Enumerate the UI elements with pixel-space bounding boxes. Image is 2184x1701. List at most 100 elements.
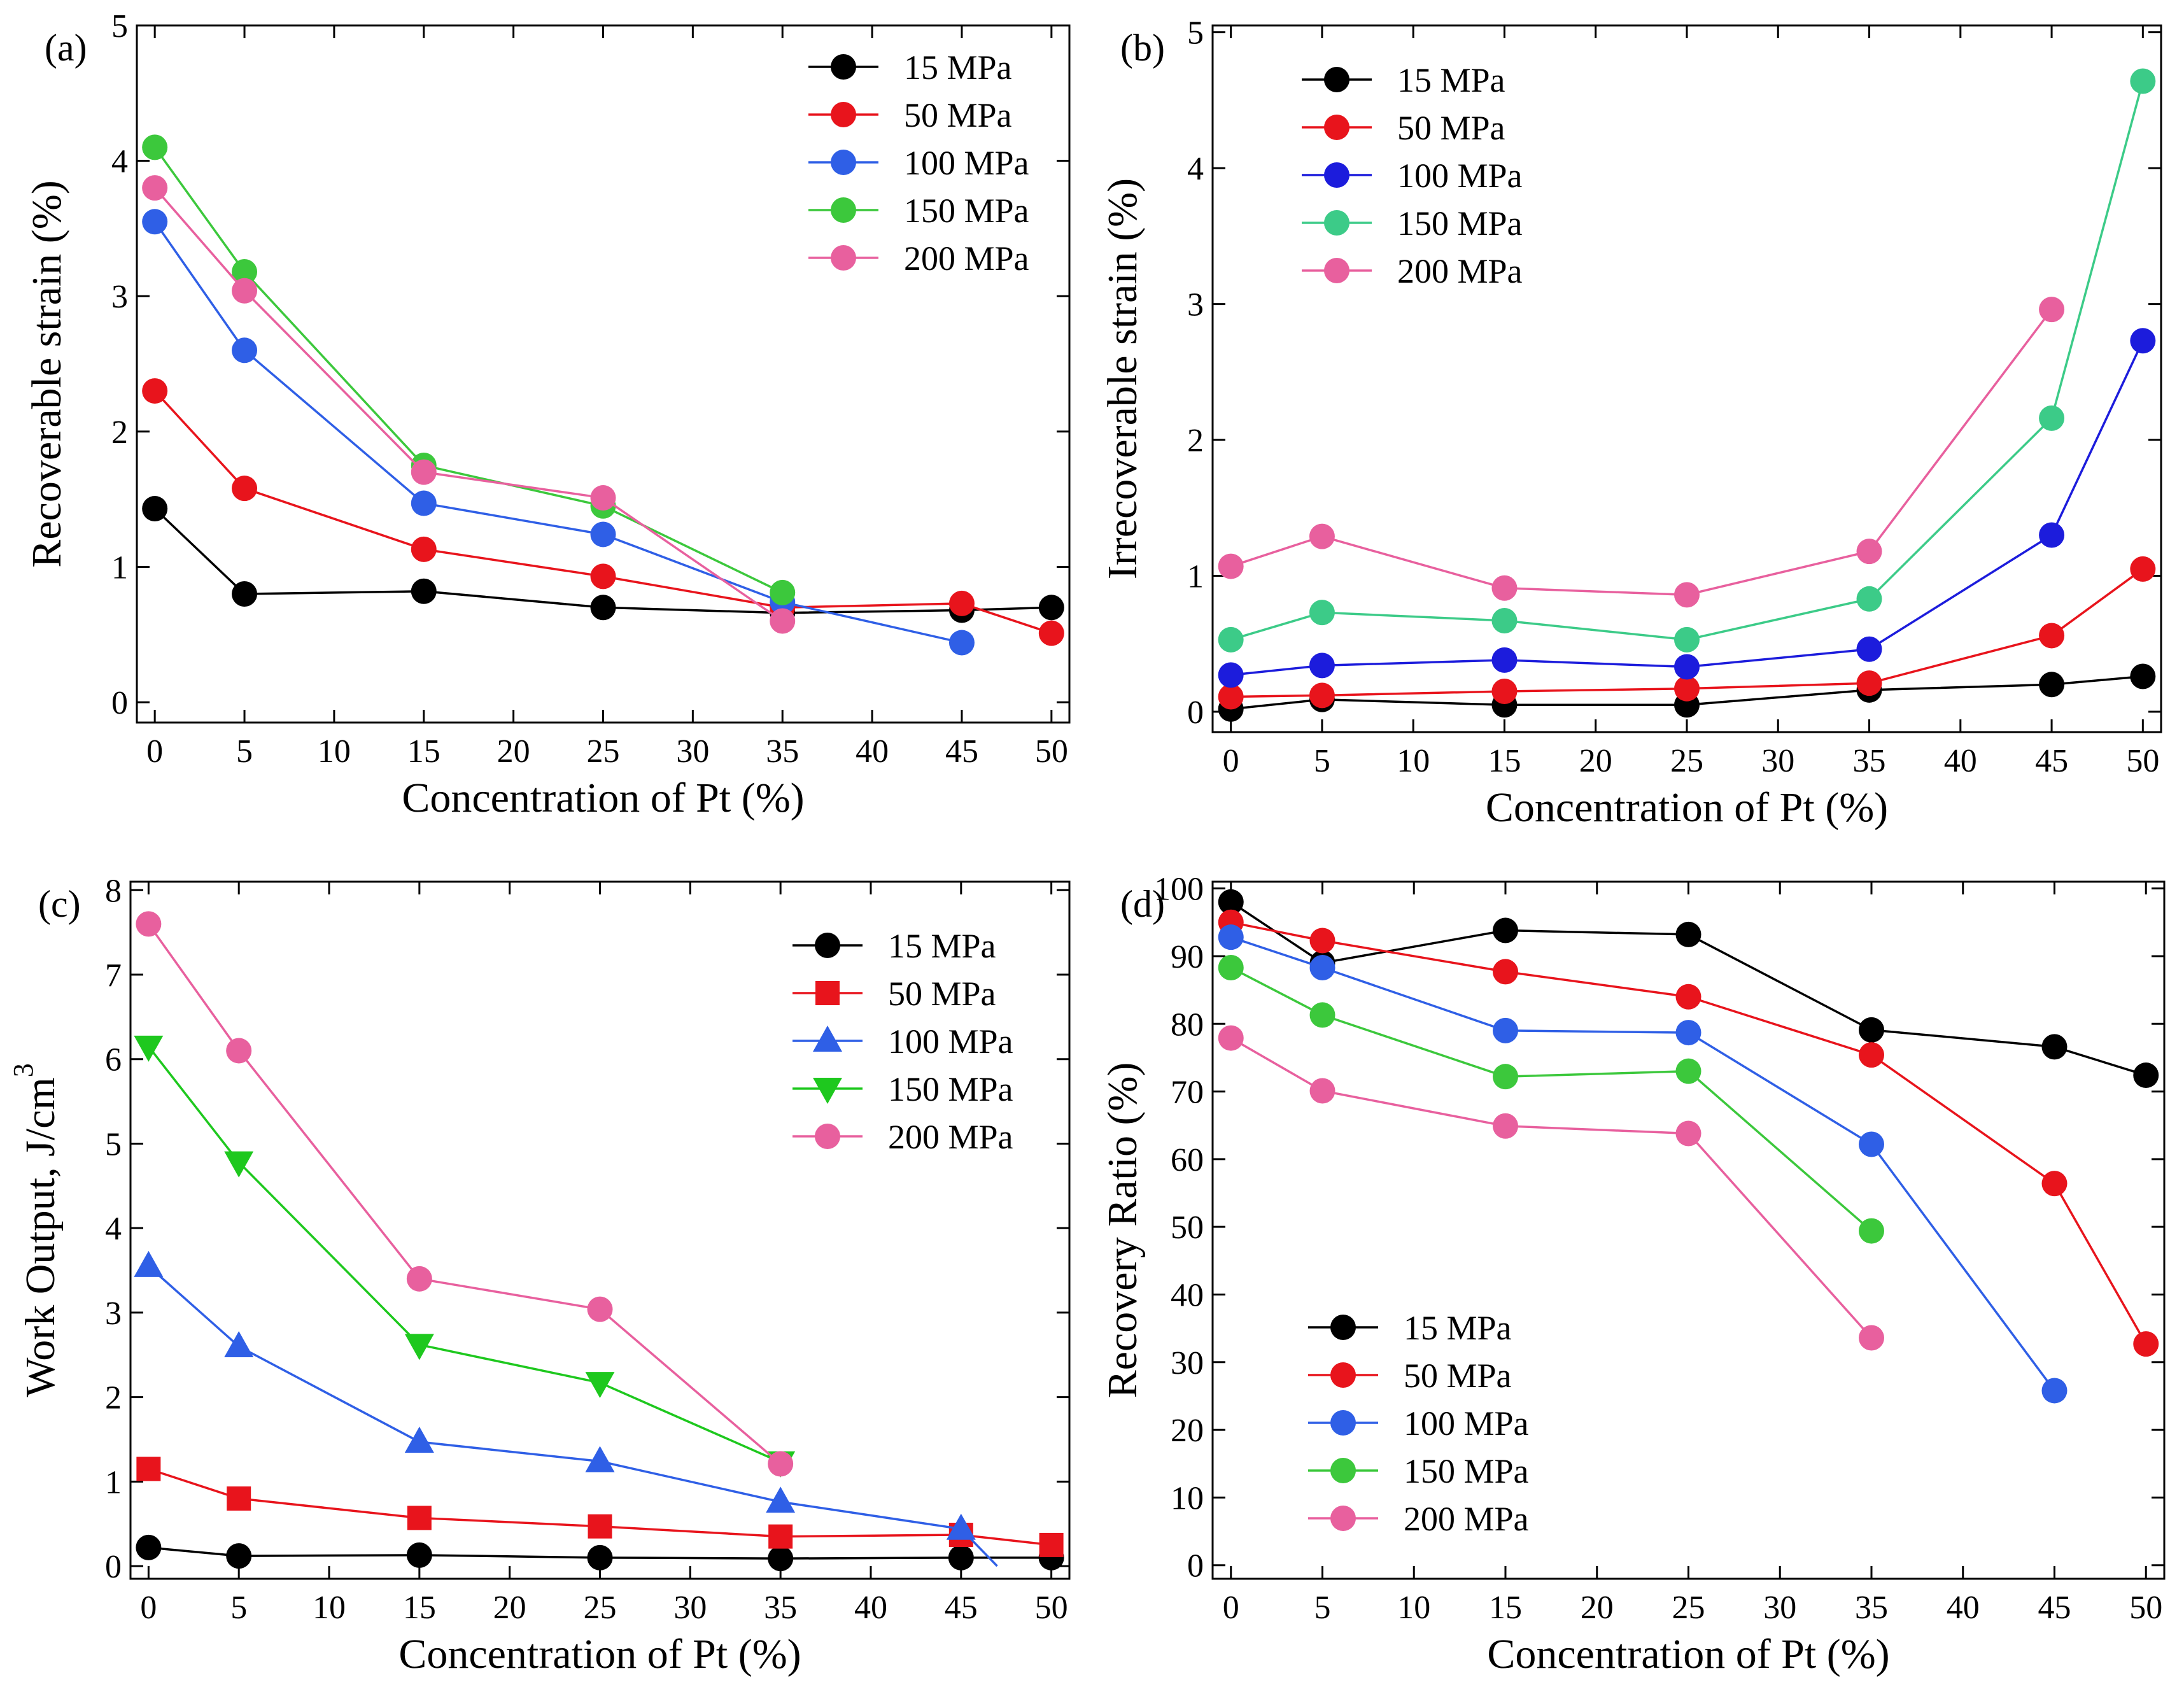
x-tick-label: 50	[1035, 733, 1068, 770]
legend-label: 100 MPa	[888, 1022, 1013, 1061]
y-tick-label: 0	[111, 685, 128, 721]
y-axis-title-text: Work Output, J/cm	[17, 1077, 64, 1397]
x-tick-label: 50	[2126, 743, 2159, 779]
y-tick-label: 10	[1171, 1480, 1204, 1516]
x-tick-label: 30	[673, 1590, 707, 1626]
x-tick-label: 10	[1397, 1590, 1430, 1626]
legend-marker	[1330, 1410, 1356, 1436]
data-point	[1859, 1042, 1884, 1068]
data-point	[2130, 663, 2156, 689]
legend: 15 MPa 50 MPa 100 MPa 150 MPa 200 MPa	[1308, 1309, 1529, 1538]
data-point	[1856, 586, 1882, 612]
data-point	[1218, 684, 1244, 710]
legend-marker	[1330, 1362, 1356, 1388]
legend-label: 50 MPa	[1404, 1357, 1512, 1395]
legend-marker	[813, 1026, 842, 1052]
x-tick-label: 15	[1489, 1590, 1522, 1626]
data-point	[948, 1544, 974, 1570]
series-line	[1230, 309, 2053, 596]
series-line	[1230, 936, 2055, 1392]
y-tick-label: 0	[1187, 695, 1204, 731]
x-tick-label: 0	[146, 733, 163, 770]
data-point	[232, 278, 258, 304]
x-tick-label: 20	[497, 733, 530, 770]
panel-c: 0 5 10 15 20 25 30 35 40 45 50012345678Concentrati…	[8, 873, 1071, 1677]
x-tick-label: 0	[1223, 743, 1239, 779]
y-tick-label: 3	[105, 1295, 122, 1332]
data-point	[2133, 1331, 2159, 1357]
y-tick-label: 40	[1171, 1277, 1204, 1313]
legend-marker	[1324, 210, 1349, 236]
legend-label: 15 MPa	[904, 48, 1012, 87]
x-tick-label: 35	[1855, 1590, 1888, 1626]
x-tick-label: 5	[1314, 743, 1330, 779]
x-tick-label: 35	[1853, 743, 1886, 779]
legend-label: 150 MPa	[904, 192, 1029, 230]
data-point	[2130, 556, 2156, 582]
x-axis-title: Concentration of Pt (%)	[398, 1631, 801, 1677]
data-point	[1218, 889, 1244, 915]
data-point	[1674, 582, 1700, 608]
series-15-mpa	[136, 1534, 1064, 1572]
x-tick-label: 45	[2035, 743, 2068, 779]
y-tick-label: 50	[1171, 1210, 1204, 1246]
data-point	[134, 1035, 164, 1062]
panel-label: (c)	[38, 883, 81, 925]
x-tick-label: 30	[1761, 743, 1794, 779]
data-point	[588, 1514, 612, 1539]
data-point	[1859, 1017, 1884, 1043]
y-tick-label: 30	[1171, 1345, 1204, 1381]
x-tick-label: 40	[1947, 1590, 1980, 1626]
data-point	[1491, 647, 1518, 673]
data-point	[768, 1546, 794, 1572]
data-point	[1859, 1131, 1884, 1157]
data-point	[1859, 1325, 1884, 1351]
data-point	[1675, 984, 1701, 1010]
y-tick-label: 5	[111, 8, 128, 45]
data-point	[1491, 607, 1518, 633]
x-tick-label: 45	[2038, 1590, 2071, 1626]
legend-marker	[831, 102, 856, 127]
y-tick-label: 100	[1154, 872, 1204, 908]
legend-label: 200 MPa	[888, 1118, 1013, 1156]
panel-label: (a)	[45, 27, 87, 69]
data-point	[136, 911, 162, 937]
data-point	[142, 378, 168, 404]
y-tick-label: 80	[1171, 1006, 1204, 1043]
data-point	[590, 595, 616, 621]
legend-label: 150 MPa	[1397, 204, 1523, 243]
data-point	[226, 1543, 252, 1569]
data-point	[2039, 672, 2065, 698]
data-point	[226, 1038, 252, 1064]
y-tick-label: 4	[105, 1211, 122, 1247]
data-point	[1218, 955, 1244, 981]
x-tick-label: 20	[1579, 743, 1612, 779]
legend-label: 15 MPa	[888, 927, 996, 965]
data-point	[1309, 682, 1335, 709]
x-tick-label: 5	[1314, 1590, 1331, 1626]
data-point	[2041, 1378, 2068, 1404]
y-axis-title-text: Recovery Ratio (%)	[1099, 1062, 1146, 1399]
x-axis-title: Concentration of Pt (%)	[1487, 1631, 1889, 1677]
legend-marker	[813, 1078, 842, 1104]
y-tick-label: 2	[1187, 423, 1204, 459]
x-tick-label: 30	[676, 733, 709, 770]
legend-label: 50 MPa	[904, 96, 1012, 134]
data-point	[2130, 68, 2156, 94]
panel-label: (d)	[1120, 883, 1165, 925]
series-50-mpa	[1218, 556, 2156, 710]
x-axis-title: Concentration of Pt (%)	[1486, 784, 1888, 831]
y-axis-title-text: Recoverable strain (%)	[24, 180, 70, 567]
y-tick-label: 7	[105, 957, 122, 994]
legend-label: 15 MPa	[1404, 1309, 1512, 1347]
data-point	[411, 490, 437, 516]
y-tick-label: 1	[105, 1464, 122, 1500]
data-point	[1493, 917, 1518, 943]
data-point	[948, 590, 975, 616]
data-point	[136, 1457, 161, 1481]
data-point	[134, 1250, 164, 1277]
x-tick-label: 20	[1581, 1590, 1614, 1626]
y-tick-label: 4	[1187, 151, 1204, 187]
